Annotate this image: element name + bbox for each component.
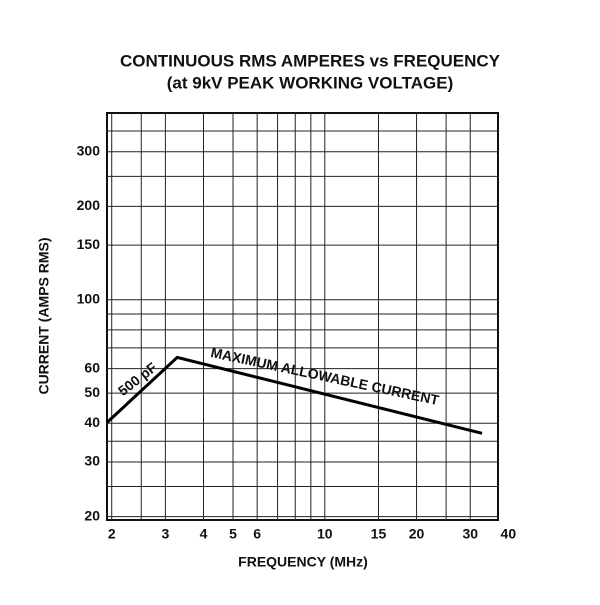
y-tick-label: 150 <box>77 236 101 252</box>
x-tick-label: 5 <box>229 526 237 542</box>
y-tick-label: 300 <box>77 142 101 158</box>
x-axis-label: FREQUENCY (MHz) <box>238 554 368 570</box>
y-tick-label: 50 <box>84 384 100 400</box>
y-tick-label: 200 <box>77 197 101 213</box>
y-tick-label: 20 <box>84 507 100 523</box>
x-tick-label: 20 <box>409 526 425 542</box>
x-tick-label: 2 <box>108 526 116 542</box>
x-tick-label: 40 <box>501 526 517 542</box>
x-tick-label: 6 <box>253 526 261 542</box>
x-tick-label: 10 <box>317 526 333 542</box>
y-tick-label: 100 <box>77 290 101 306</box>
chart-subtitle: (at 9kV PEAK WORKING VOLTAGE) <box>167 73 454 92</box>
y-tick-label: 30 <box>84 453 100 469</box>
plot-border <box>106 112 499 521</box>
data-line <box>105 355 483 435</box>
y-tick-label: 40 <box>84 414 100 430</box>
chart-title: CONTINUOUS RMS AMPERES vs FREQUENCY <box>120 51 501 70</box>
x-tick-label: 3 <box>161 526 169 542</box>
x-tick-label: 30 <box>462 526 478 542</box>
y-tick-label: 60 <box>84 359 100 375</box>
x-tick-label: 4 <box>200 526 208 542</box>
y-axis-label: CURRENT (AMPS RMS) <box>36 237 52 394</box>
x-tick-label: 15 <box>371 526 387 542</box>
